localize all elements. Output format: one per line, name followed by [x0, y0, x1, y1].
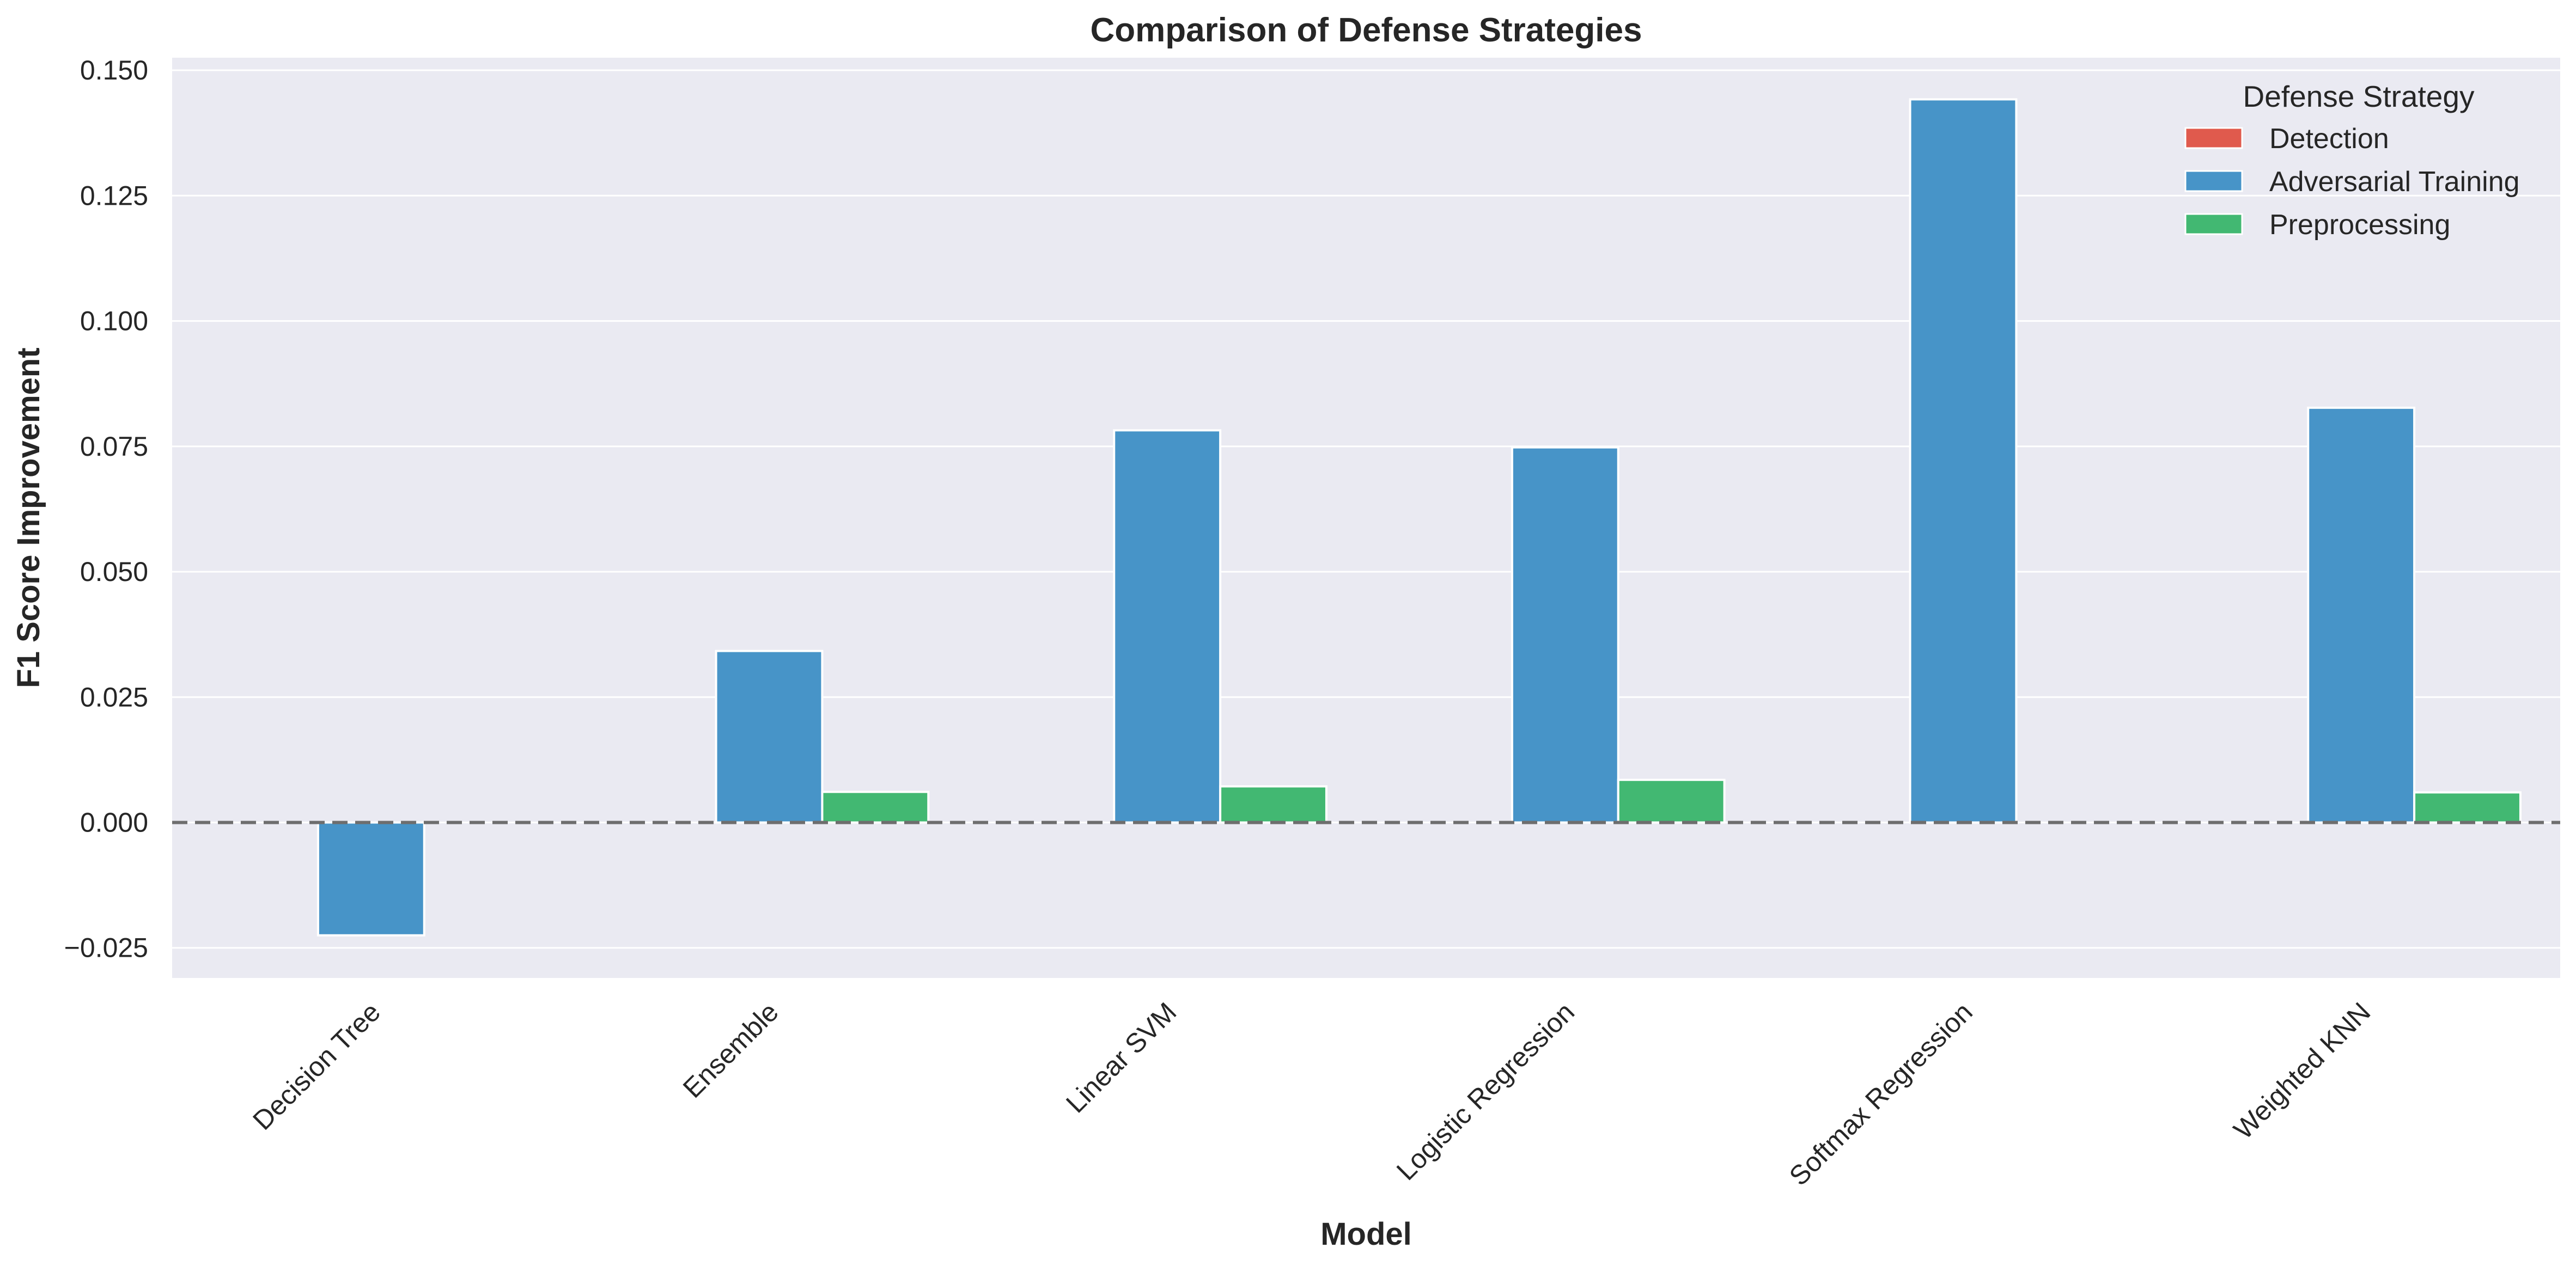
bar	[821, 791, 930, 824]
legend: Defense Strategy Detection Adversarial Tr…	[2184, 79, 2520, 241]
y-tick-label: 0.125	[80, 180, 148, 211]
y-tick-label: −0.025	[64, 933, 148, 963]
bar	[1113, 429, 1222, 824]
bar	[715, 650, 824, 824]
bar	[2307, 406, 2416, 824]
legend-label: Preprocessing	[2269, 209, 2450, 241]
y-axis-ticks: −0.025 0.000 0.025 0.050 0.075 0.100 0.125 0.15…	[64, 55, 148, 963]
bar	[1617, 779, 1726, 824]
legend-items: Detection Adversarial Training Preprocessi…	[2184, 123, 2520, 241]
bars	[316, 98, 2522, 937]
x-axis-ticks: Decision Tree Ensemble Linear SVM Logistic …	[247, 996, 2376, 1191]
x-axis-label: Model	[1320, 1216, 1412, 1252]
x-tick-label: Decision Tree	[247, 996, 386, 1136]
bar	[2413, 791, 2522, 824]
y-tick-label: 0.150	[80, 55, 148, 85]
x-tick-label: Ensemble	[677, 996, 784, 1104]
legend-label: Adversarial Training	[2269, 166, 2520, 198]
y-tick-label: 0.025	[80, 682, 148, 712]
bar	[1219, 785, 1327, 824]
y-tick-label: 0.050	[80, 556, 148, 587]
legend-label: Detection	[2269, 123, 2389, 155]
bar	[1909, 98, 2018, 824]
y-tick-label: 0.100	[80, 306, 148, 337]
x-tick-label: Linear SVM	[1060, 996, 1182, 1118]
x-tick-label: Logistic Regression	[1391, 996, 1580, 1186]
chart-title: Comparison of Defense Strategies	[1091, 11, 1642, 49]
legend-swatch	[2184, 127, 2243, 149]
y-tick-label: 0.000	[80, 807, 148, 837]
legend-swatch	[2184, 213, 2243, 235]
y-axis-label: F1 Score Improvement	[11, 347, 46, 688]
plot-area	[172, 58, 2560, 978]
legend-title: Defense Strategy	[2243, 79, 2475, 113]
x-tick-label: Weighted KNN	[2228, 996, 2377, 1145]
bar	[1511, 446, 1619, 824]
x-tick-label: Softmax Regression	[1783, 996, 1978, 1191]
y-tick-label: 0.075	[80, 431, 148, 462]
bar	[316, 821, 425, 937]
legend-swatch	[2184, 170, 2243, 192]
